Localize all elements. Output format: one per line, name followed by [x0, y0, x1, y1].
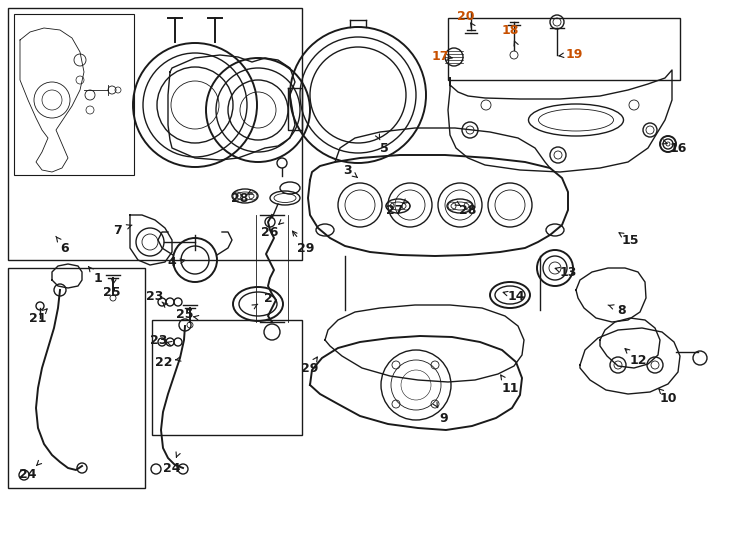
Text: 29: 29 — [302, 361, 319, 375]
Text: 19: 19 — [565, 48, 583, 60]
Text: 8: 8 — [618, 303, 626, 316]
Text: 12: 12 — [629, 354, 647, 367]
Text: 25: 25 — [103, 286, 121, 299]
Text: 9: 9 — [440, 411, 448, 424]
Text: 15: 15 — [621, 233, 639, 246]
Text: 1: 1 — [94, 272, 102, 285]
Bar — [152, 320, 302, 435]
Text: 16: 16 — [669, 141, 687, 154]
Text: 14: 14 — [507, 289, 525, 302]
Text: 5: 5 — [379, 141, 388, 154]
Bar — [14, 14, 134, 175]
Polygon shape — [580, 328, 680, 394]
Polygon shape — [308, 155, 568, 256]
Polygon shape — [20, 28, 84, 172]
Text: 17: 17 — [432, 50, 448, 63]
Polygon shape — [600, 318, 660, 368]
Bar — [448, 18, 680, 80]
Text: 3: 3 — [344, 164, 352, 177]
Polygon shape — [130, 215, 172, 265]
Text: 28: 28 — [231, 192, 249, 205]
Text: 25: 25 — [176, 308, 194, 321]
Text: 10: 10 — [659, 392, 677, 404]
Polygon shape — [448, 70, 672, 172]
Text: 28: 28 — [459, 204, 476, 217]
Text: 13: 13 — [559, 266, 577, 279]
Bar — [8, 8, 302, 260]
Polygon shape — [168, 55, 295, 160]
Bar — [8, 268, 145, 488]
Text: 4: 4 — [167, 256, 176, 269]
Text: 7: 7 — [114, 224, 123, 237]
Text: 27: 27 — [386, 204, 404, 217]
Text: 20: 20 — [457, 10, 475, 23]
Text: 29: 29 — [297, 241, 315, 254]
Text: 26: 26 — [261, 226, 279, 239]
Text: 22: 22 — [156, 355, 172, 368]
Polygon shape — [576, 268, 646, 322]
Text: 23: 23 — [150, 334, 167, 347]
Polygon shape — [310, 336, 522, 430]
Text: 11: 11 — [501, 381, 519, 395]
Text: 23: 23 — [146, 289, 164, 302]
Text: 18: 18 — [501, 24, 519, 37]
Polygon shape — [52, 264, 82, 288]
Polygon shape — [288, 88, 302, 130]
Text: 21: 21 — [29, 312, 47, 325]
Text: 6: 6 — [61, 241, 69, 254]
Text: 24: 24 — [163, 462, 181, 475]
Polygon shape — [325, 305, 524, 382]
Text: 2: 2 — [264, 292, 272, 305]
Text: 24: 24 — [19, 468, 37, 481]
